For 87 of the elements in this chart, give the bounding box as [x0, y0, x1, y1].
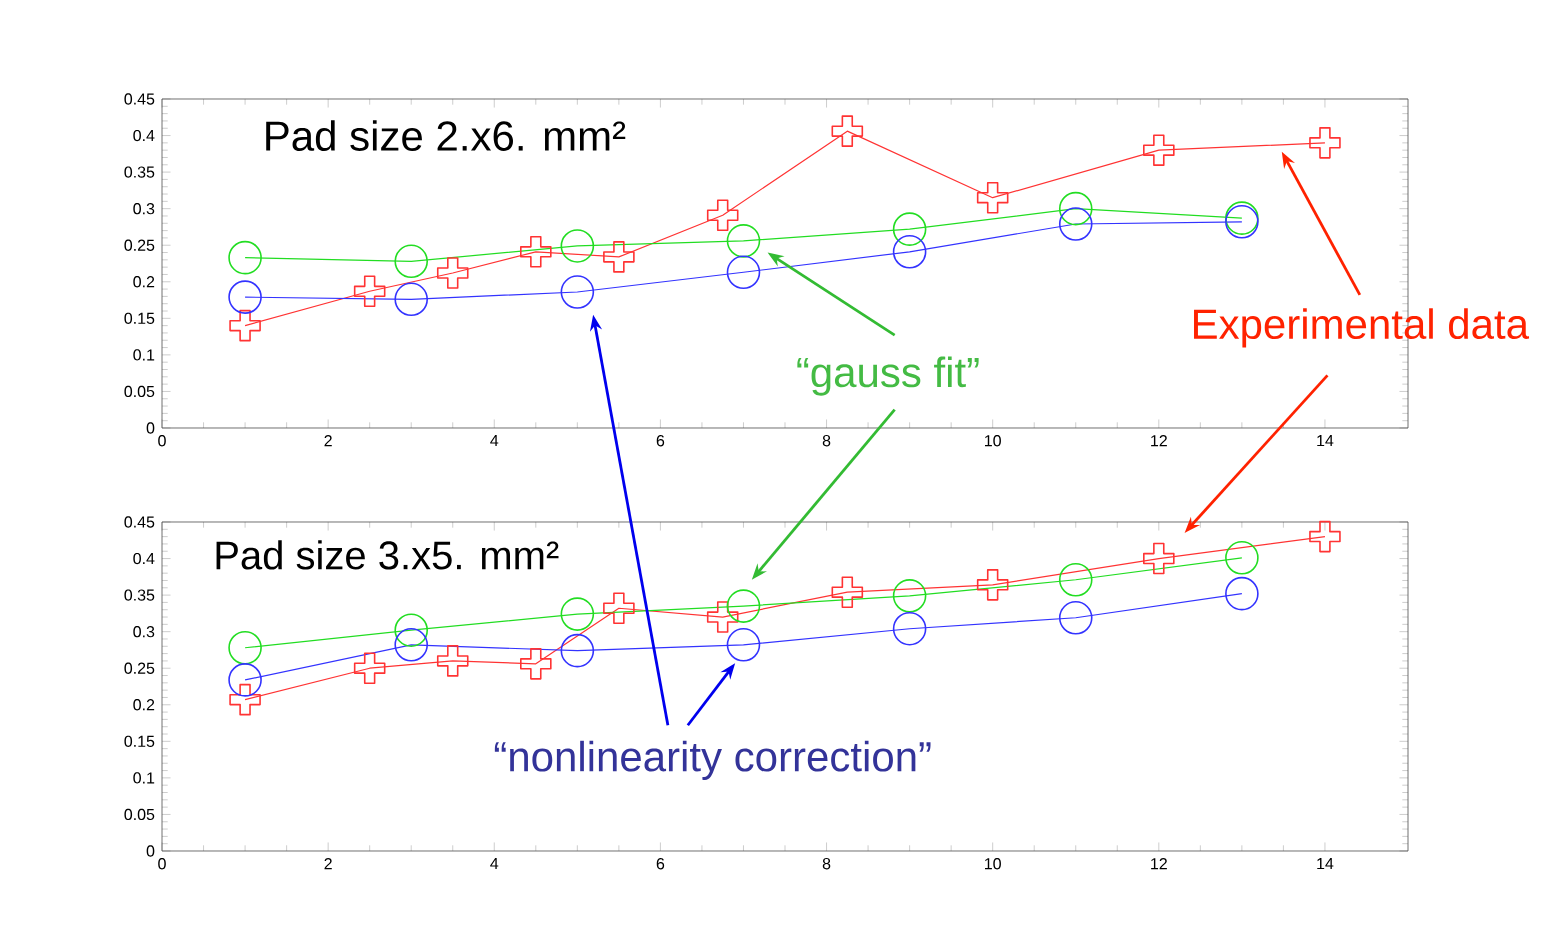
point: [1058, 562, 1093, 597]
y-tick-label: 0.4: [133, 129, 155, 142]
point: [520, 648, 552, 680]
y-tick-label: 0.25: [124, 239, 155, 251]
x-tick-label: 12: [1151, 858, 1167, 870]
point: [892, 579, 927, 613]
y-tick-label: 0: [146, 422, 155, 434]
x-tick-label: 8: [822, 435, 831, 447]
point: [831, 115, 864, 147]
point: [892, 611, 927, 646]
point: [394, 244, 429, 279]
point: [1143, 542, 1175, 575]
point: [394, 613, 429, 647]
point: [726, 589, 761, 623]
point: [229, 309, 261, 342]
point: [976, 569, 1009, 601]
y-tick-label: 0.45: [124, 93, 155, 105]
y-tick-label: 0.4: [133, 552, 155, 565]
x-tick-label: 0: [158, 435, 166, 447]
point: [1309, 520, 1341, 553]
point: [394, 628, 429, 662]
point: [1058, 600, 1093, 635]
point: [1058, 191, 1093, 226]
x-tick-label: 2: [324, 858, 332, 870]
y-tick-label: 0.2: [133, 276, 155, 288]
x-tick-label: 14: [1317, 435, 1334, 447]
y-tick-label: 0.3: [133, 626, 155, 638]
y-tick-label: 0.45: [124, 516, 155, 528]
y-tick-label: 0.05: [124, 385, 155, 398]
point: [436, 257, 469, 289]
point: [1143, 134, 1175, 166]
point: [706, 199, 739, 232]
point: [706, 601, 739, 633]
point: [831, 576, 864, 608]
y-tick-label: 0: [146, 845, 155, 857]
point: [560, 229, 595, 263]
x-tick-label: 10: [985, 858, 1001, 870]
x-tick-label: 0: [158, 858, 166, 870]
x-tick-label: 14: [1317, 858, 1334, 870]
point: [520, 236, 552, 268]
x-tick-label: 6: [656, 858, 665, 870]
y-tick-label: 0.1: [133, 349, 155, 361]
point: [1058, 207, 1093, 241]
annotation: Pad size 3.x5. mm²: [216, 540, 559, 570]
x-tick-label: 10: [985, 435, 1001, 447]
point: [892, 235, 927, 269]
y-tick-label: 0.1: [133, 772, 155, 784]
point: [892, 212, 927, 246]
point: [603, 241, 635, 273]
y-tick-label: 0.25: [124, 662, 155, 674]
point: [228, 663, 262, 697]
y-tick-label: 0.3: [133, 203, 155, 215]
point: [394, 282, 429, 317]
x-tick-label: 4: [490, 858, 499, 870]
point: [560, 597, 595, 631]
point: [228, 630, 262, 665]
y-tick-label: 0.15: [124, 735, 155, 747]
point: [976, 181, 1009, 214]
point: [1225, 541, 1259, 575]
point: [726, 628, 761, 662]
point: [436, 645, 469, 677]
y-tick-label: 0.15: [124, 312, 155, 324]
y-tick-label: 0.05: [124, 808, 155, 821]
y-tick-label: 0.2: [133, 699, 155, 711]
annotation: Experimental data: [1194, 308, 1530, 348]
annotation: “gauss fit”: [797, 356, 979, 396]
x-tick-label: 4: [490, 435, 499, 447]
annotation: “nonlinearity correction”: [494, 740, 931, 780]
point: [603, 592, 635, 625]
y-tick-label: 0.35: [124, 589, 155, 601]
point: [229, 683, 261, 716]
point: [726, 255, 761, 290]
x-tick-label: 12: [1151, 435, 1167, 447]
point: [228, 280, 262, 314]
point: [353, 275, 386, 308]
point: [1225, 576, 1259, 611]
y-tick-label: 0.35: [124, 166, 155, 178]
x-tick-label: 2: [324, 435, 332, 447]
point: [726, 224, 761, 258]
point: [560, 275, 595, 309]
annotation: Pad size 2.x6. mm²: [266, 120, 626, 151]
point: [228, 240, 262, 275]
x-tick-label: 8: [822, 858, 831, 870]
point: [353, 652, 386, 685]
point: [560, 633, 595, 668]
x-tick-label: 6: [656, 435, 665, 447]
point: [1309, 127, 1341, 159]
